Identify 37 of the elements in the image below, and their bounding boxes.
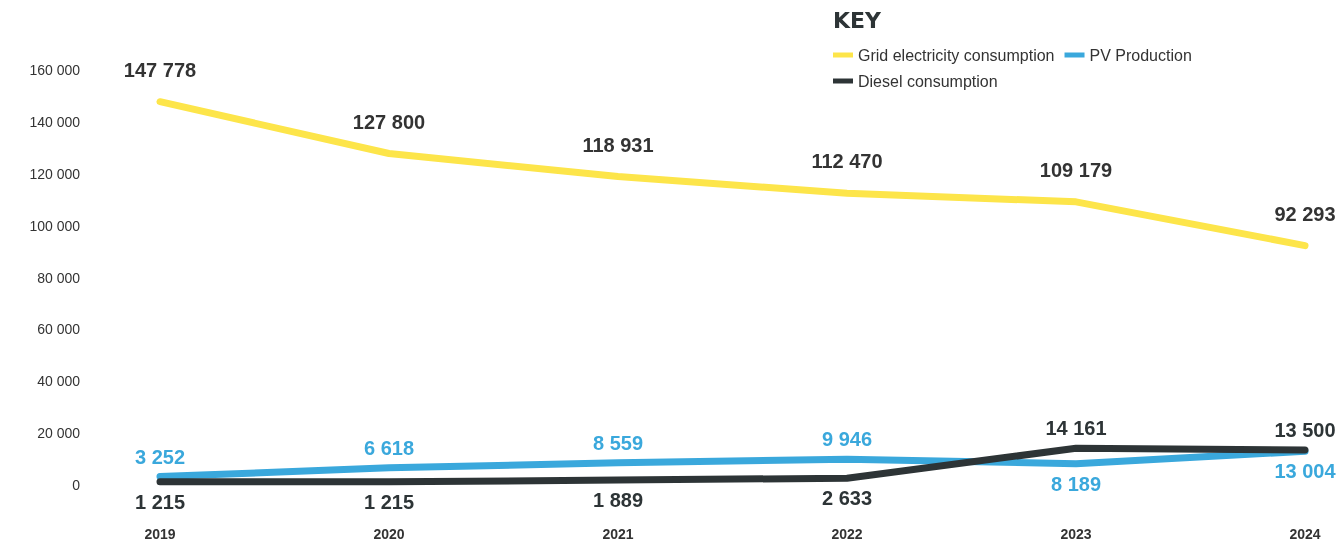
x-tick-label: 2021 bbox=[602, 526, 634, 542]
data-label: 112 470 bbox=[811, 150, 883, 173]
data-label: 8 189 bbox=[1050, 472, 1102, 495]
data-label: 109 179 bbox=[1039, 158, 1113, 181]
data-label: 13 004 bbox=[1274, 460, 1337, 483]
y-tick-label: 0 bbox=[72, 477, 81, 493]
data-label: 92 293 bbox=[1274, 202, 1336, 225]
x-tick-label: 2024 bbox=[1289, 526, 1321, 542]
x-tick-label: 2019 bbox=[144, 526, 176, 542]
data-label: 1 215 bbox=[363, 490, 415, 513]
x-tick-label: 2020 bbox=[373, 526, 405, 542]
y-tick-label: 40 000 bbox=[37, 373, 81, 390]
y-tick-label: 160 000 bbox=[29, 62, 81, 78]
legend-label: PV Production bbox=[1089, 46, 1192, 64]
data-label: 9 946 bbox=[821, 428, 873, 451]
y-tick-label: 100 000 bbox=[29, 217, 81, 234]
y-tick-label: 80 000 bbox=[37, 269, 81, 286]
x-tick-label: 2023 bbox=[1060, 526, 1092, 542]
data-label: 6 618 bbox=[363, 436, 415, 459]
data-label: 147 778 bbox=[123, 58, 197, 81]
data-label: 3 252 bbox=[134, 445, 186, 468]
data-label: 2 633 bbox=[821, 487, 873, 510]
y-tick-label: 20 000 bbox=[37, 425, 81, 442]
legend-title: KEY bbox=[833, 7, 883, 33]
legend-label: Diesel consumption bbox=[858, 72, 998, 90]
data-label: 13 500 bbox=[1274, 418, 1336, 441]
y-tick-label: 60 000 bbox=[37, 321, 81, 338]
legend-label: Grid electricity consumption bbox=[858, 46, 1055, 64]
data-label: 1 889 bbox=[592, 489, 644, 512]
data-label: 14 161 bbox=[1045, 417, 1107, 440]
data-label: 127 800 bbox=[352, 110, 426, 133]
x-tick-label: 2022 bbox=[831, 526, 863, 542]
y-tick-label: 140 000 bbox=[29, 113, 81, 130]
data-label: 1 215 bbox=[134, 490, 186, 513]
data-label: 118 931 bbox=[582, 133, 654, 156]
y-tick-label: 120 000 bbox=[29, 165, 81, 182]
data-label: 8 559 bbox=[592, 431, 644, 454]
